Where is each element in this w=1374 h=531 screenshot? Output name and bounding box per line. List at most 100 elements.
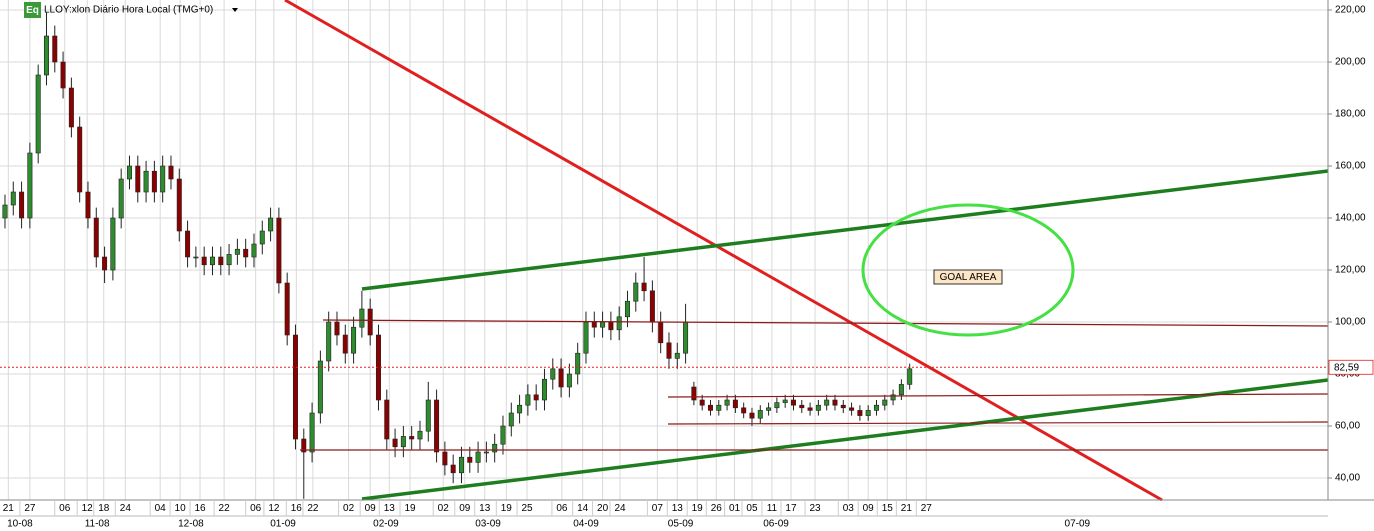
candle-body	[43, 35, 49, 76]
x-tick-label: 17	[785, 503, 797, 514]
candle-body	[151, 170, 157, 193]
candle-body	[334, 321, 340, 336]
candle-body	[35, 74, 41, 154]
candle-body	[259, 230, 265, 245]
x-tick-label: 01	[729, 503, 741, 514]
candle-body	[840, 404, 846, 409]
candle-body	[849, 407, 855, 411]
candle-body	[658, 321, 664, 344]
candle-body	[77, 126, 83, 193]
candle-body	[218, 256, 224, 266]
candle-body	[815, 404, 821, 411]
candle-body	[566, 373, 572, 388]
candle-body	[60, 61, 66, 89]
x-tick-label: 09	[365, 503, 377, 514]
month-label: 03-09	[475, 519, 501, 530]
candle-body	[85, 191, 91, 219]
candle-body	[691, 386, 697, 401]
candle-body	[766, 407, 772, 411]
candle-body	[251, 243, 257, 258]
month-label: 10-08	[7, 519, 33, 530]
candle-body	[467, 456, 473, 463]
candle-body	[226, 254, 232, 266]
candle-body	[193, 256, 199, 259]
candle-body	[624, 300, 630, 318]
trend-line-red	[284, 0, 1163, 502]
candle-body	[185, 230, 191, 258]
y-tick-label: 160,00	[1335, 161, 1366, 172]
x-tick-label: 22	[219, 503, 231, 514]
candle-body	[583, 321, 589, 354]
y-tick-label: 200,00	[1335, 57, 1366, 68]
candle-body	[102, 256, 108, 271]
candle-body	[782, 399, 788, 403]
candle-body	[500, 425, 506, 445]
x-tick-label: 15	[882, 503, 894, 514]
candle-body	[168, 165, 174, 180]
annotation: GOAL AREA	[940, 272, 997, 283]
candle-body	[126, 165, 132, 180]
candle-body	[716, 404, 722, 411]
x-tick-label: 06	[556, 503, 568, 514]
candle-body	[741, 407, 747, 414]
annotation-box	[933, 269, 1003, 285]
x-tick-label: 16	[194, 503, 206, 514]
x-tick-label: 19	[404, 503, 416, 514]
candle-body	[326, 321, 332, 362]
candle-body	[749, 412, 755, 419]
x-tick-label: 11	[767, 503, 778, 514]
candle-body	[68, 87, 74, 128]
title-dropdown[interactable]	[232, 8, 238, 12]
x-tick-label: 04	[155, 503, 167, 514]
last-price-label: 82,59	[1334, 362, 1359, 373]
candle-body	[284, 282, 290, 336]
y-tick-label: 180,00	[1335, 109, 1366, 120]
month-label: 01-09	[270, 519, 296, 530]
candle-body	[683, 321, 689, 354]
candle-body	[774, 402, 780, 409]
candle-body	[508, 412, 514, 427]
candle-body	[317, 360, 323, 414]
candle-body	[110, 217, 116, 271]
candle-body	[699, 399, 705, 406]
candle-body	[2, 204, 8, 219]
candle-body	[450, 464, 456, 474]
x-tick-label: 06	[250, 503, 262, 514]
candle-body	[890, 394, 896, 401]
candle-body	[790, 399, 796, 406]
candle-body	[93, 217, 99, 258]
level-line	[322, 319, 1329, 327]
month-label: 06-09	[763, 519, 789, 530]
candle-body	[351, 326, 357, 354]
x-tick-label: 13	[384, 503, 396, 514]
x-tick-label: 21	[901, 503, 913, 514]
chart-title[interactable]: LLOY:xlon Diário Hora Local (TMG+0)	[44, 5, 213, 16]
candle-body	[292, 334, 298, 440]
x-tick-label: 19	[501, 503, 513, 514]
candle-body	[641, 282, 647, 292]
y-tick-label: 220,00	[1335, 5, 1366, 16]
candle-body	[492, 443, 498, 453]
candle-body	[268, 217, 274, 232]
candle-body	[898, 384, 904, 396]
candle-body	[799, 404, 805, 409]
candle-body	[367, 308, 373, 336]
candle-body	[176, 178, 182, 232]
axes: 40,0060,0080,00100,00120,00140,00160,001…	[3, 5, 1366, 530]
x-tick-label: 22	[307, 503, 319, 514]
level-line	[667, 421, 1329, 425]
trend-line-green-lower	[361, 378, 1329, 501]
goal-ellipse	[861, 203, 1075, 337]
x-tick-label: 03	[843, 503, 855, 514]
candle-body	[135, 165, 141, 193]
x-tick-label: 12	[82, 503, 94, 514]
month-label: 11-08	[85, 519, 110, 530]
x-tick-label: 27	[921, 503, 933, 514]
candle-body	[458, 456, 464, 474]
x-tick-label: 20	[597, 503, 609, 514]
candle-body	[575, 352, 581, 375]
candle-body	[591, 321, 597, 328]
candle-body	[907, 368, 913, 385]
candle-body	[19, 191, 25, 219]
